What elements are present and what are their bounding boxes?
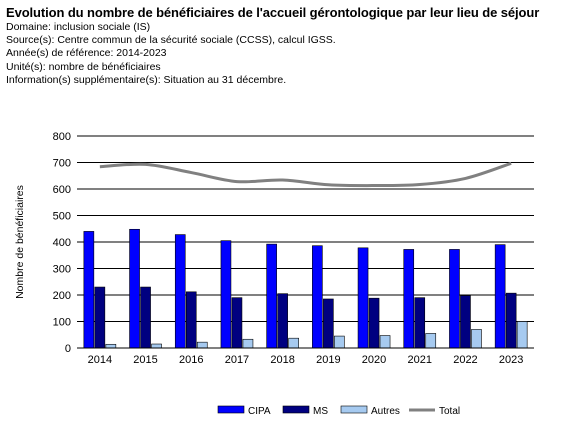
legend-label-total: Total xyxy=(439,406,460,417)
bar-autres-2018 xyxy=(288,337,299,349)
x-tick-label: 2017 xyxy=(225,354,249,366)
x-tick-label: 2023 xyxy=(499,354,523,366)
meta-additional-info: Information(s) supplémentaire(s): Situat… xyxy=(6,73,287,86)
x-tick-label: 2016 xyxy=(179,354,203,366)
x-tick-label: 2022 xyxy=(453,354,477,366)
bar-ms-2018 xyxy=(277,293,288,349)
bar-autres-2019 xyxy=(334,335,345,349)
bar-cipa-2022 xyxy=(449,249,460,349)
bar-ms-2023 xyxy=(505,292,517,349)
y-tick-label: 0 xyxy=(65,343,71,355)
y-tick-label: 700 xyxy=(53,158,71,170)
bar-autres-2017 xyxy=(242,338,254,349)
bar-cipa-2021 xyxy=(403,249,415,349)
bar-cipa-2023 xyxy=(494,244,506,349)
meta-domain: Domaine: inclusion sociale (IS) xyxy=(6,21,151,33)
bar-cipa-2019 xyxy=(312,245,323,349)
bar-ms-2014 xyxy=(94,286,106,349)
x-tick-label: 2018 xyxy=(270,354,294,366)
bar-autres-2015 xyxy=(151,343,162,349)
y-tick-label: 600 xyxy=(53,184,71,196)
bar-ms-2022 xyxy=(460,295,471,349)
bar-ms-2021 xyxy=(414,297,426,349)
meta-source: Source(s): Centre commun de la sécurité … xyxy=(6,34,336,47)
bar-ms-2019 xyxy=(323,298,334,349)
x-tick-label: 2019 xyxy=(316,354,340,366)
y-tick-label: 400 xyxy=(53,237,71,249)
legend-label-cipa: CIPA xyxy=(248,406,271,417)
meta-unit: Unité(s): nombre de bénéficiaires xyxy=(6,60,161,73)
chart-header: Evolution du nombre de bénéficiaires de … xyxy=(6,5,576,87)
y-axis-label: Nombre de bénéficiaires xyxy=(14,185,26,299)
bar-ms-2020 xyxy=(368,297,380,349)
x-tick-label: 2014 xyxy=(88,354,112,366)
x-tick-label: 2021 xyxy=(408,354,432,366)
bar-autres-2014 xyxy=(105,343,117,349)
bar-ms-2016 xyxy=(185,291,197,349)
legend-label-autres: Autres xyxy=(371,406,400,417)
bar-ms-2017 xyxy=(231,297,243,349)
y-tick-label: 100 xyxy=(53,317,71,329)
legend-swatch-ms xyxy=(282,405,310,414)
bar-ms-2015 xyxy=(140,286,151,349)
chart-title: Evolution du nombre de bénéficiaires de … xyxy=(6,5,540,20)
x-tick-label: 2020 xyxy=(362,354,386,366)
y-tick-label: 200 xyxy=(53,290,71,302)
bar-cipa-2020 xyxy=(357,247,369,349)
x-tick-label: 2015 xyxy=(133,354,157,366)
legend-label-ms: MS xyxy=(313,406,328,417)
bar-autres-2016 xyxy=(196,341,208,349)
legend-swatch-autres xyxy=(340,405,368,414)
bar-autres-2020 xyxy=(379,335,391,349)
line-total xyxy=(99,161,512,188)
bar-cipa-2015 xyxy=(129,228,140,349)
y-tick-label: 800 xyxy=(53,131,71,143)
y-tick-label: 300 xyxy=(53,264,71,276)
bar-autres-2021 xyxy=(425,333,437,349)
y-tick-label: 500 xyxy=(53,211,71,223)
legend-swatch-cipa xyxy=(217,405,245,414)
bar-autres-2022 xyxy=(471,329,482,349)
bar-cipa-2017 xyxy=(220,240,232,349)
bar-cipa-2016 xyxy=(174,234,186,349)
bar-cipa-2018 xyxy=(266,243,277,349)
meta-reference-years: Année(s) de référence: 2014-2023 xyxy=(6,47,167,60)
bar-autres-2023 xyxy=(516,321,528,349)
bar-cipa-2014 xyxy=(83,231,95,349)
